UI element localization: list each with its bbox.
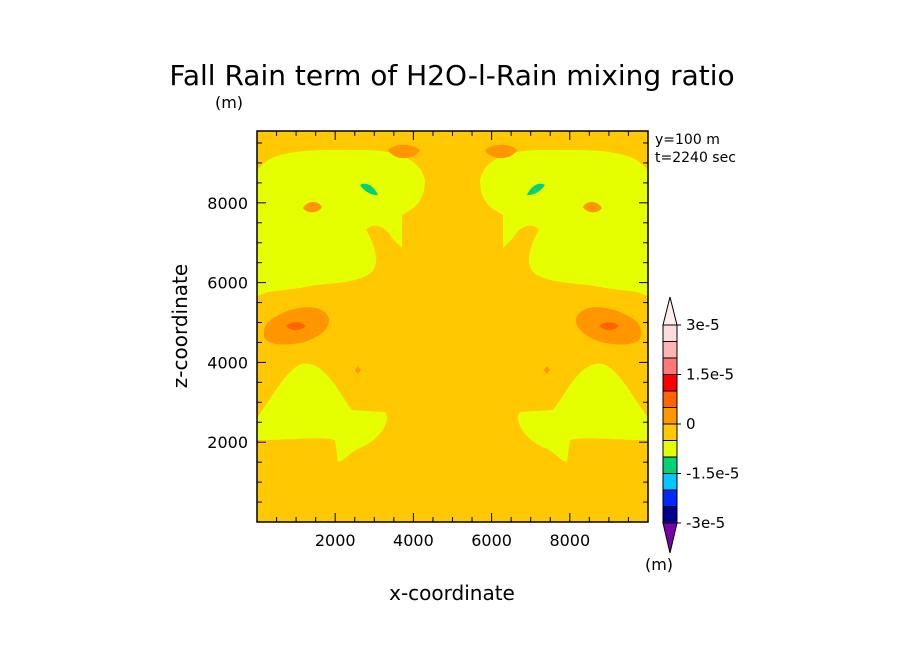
plot-area <box>257 131 648 522</box>
colorbar-segment <box>662 440 678 458</box>
y-tick-labels: 2000 4000 6000 8000 <box>207 194 248 452</box>
y-tick-label: 4000 <box>207 353 248 372</box>
y-axis-label: z-coordinate <box>168 264 192 388</box>
colorbar <box>662 296 681 554</box>
colorbar-tick-label: 3e-5 <box>686 316 720 334</box>
colorbar-max-triangle <box>662 296 678 326</box>
y-tick-label: 6000 <box>207 274 248 293</box>
x-axis-label: x-coordinate <box>389 581 515 605</box>
x-tick-labels: 2000 4000 6000 8000 <box>315 531 590 550</box>
y-tick-label: 8000 <box>207 194 248 213</box>
colorbar-segment <box>662 407 678 425</box>
annotation-y: y=100 m <box>655 132 720 148</box>
x-tick-label: 4000 <box>393 531 434 550</box>
colorbar-segment <box>662 357 678 375</box>
colorbar-segment <box>662 473 678 491</box>
colorbar-tick-label: -3e-5 <box>686 514 725 532</box>
x-tick-label: 8000 <box>549 531 590 550</box>
colorbar-min-triangle <box>662 522 678 554</box>
x-ticks <box>276 131 629 522</box>
colorbar-segment <box>662 456 678 474</box>
chart-title: Fall Rain term of H2O-l-Rain mixing rati… <box>169 59 734 92</box>
x-tick-label: 6000 <box>471 531 512 550</box>
y-tick-label: 2000 <box>207 433 248 452</box>
colorbar-segment <box>662 341 678 359</box>
colorbar-segment <box>662 489 678 507</box>
colorbar-units: (m) <box>645 555 673 574</box>
colorbar-tick-label: 0 <box>686 415 696 433</box>
x-tick-label: 2000 <box>315 531 356 550</box>
colorbar-segment <box>662 423 678 441</box>
colorbar-tick-label: -1.5e-5 <box>686 465 739 483</box>
colorbar-segment <box>662 324 678 342</box>
colorbar-segment <box>662 506 678 524</box>
title-units: (m) <box>215 93 243 112</box>
colorbar-labels: 3e-5 1.5e-5 0 -1.5e-5 -3e-5 <box>686 316 739 532</box>
colorbar-segment <box>662 374 678 392</box>
colorbar-tick-label: 1.5e-5 <box>686 366 734 384</box>
y-ticks <box>257 142 648 503</box>
colorbar-segment <box>662 390 678 408</box>
annotation-t: t=2240 sec <box>655 150 736 166</box>
